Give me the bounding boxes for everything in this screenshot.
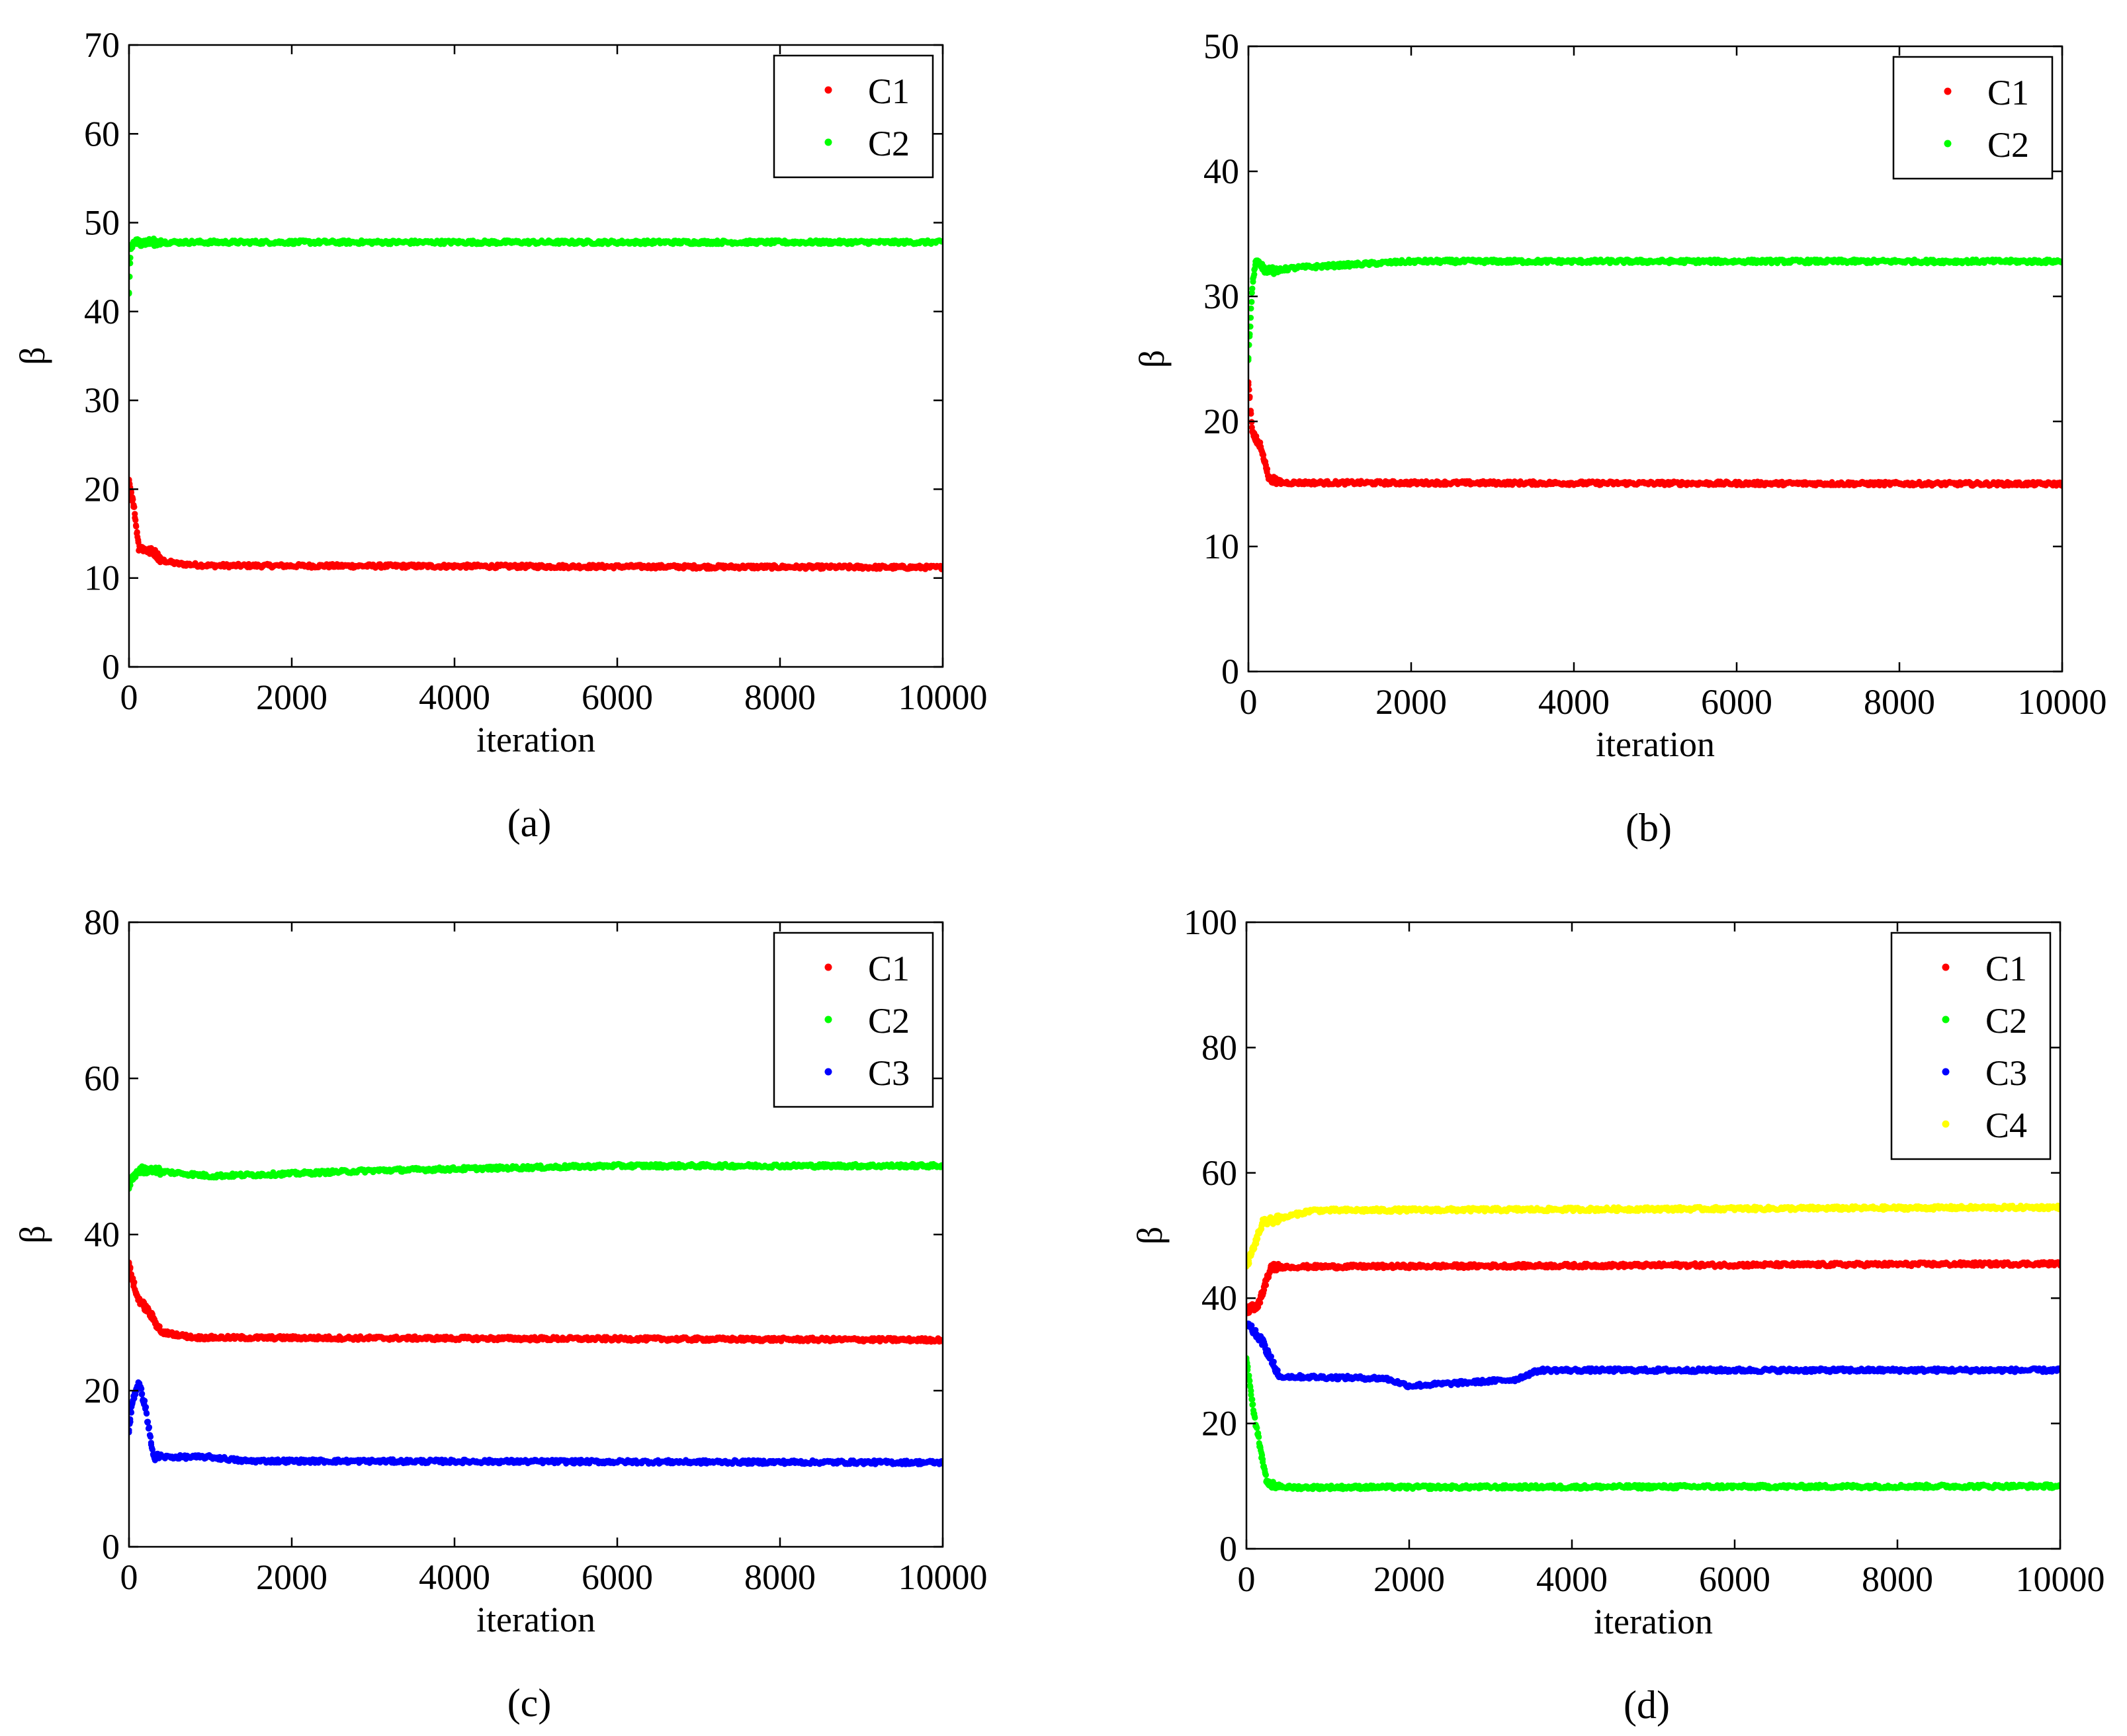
data-point xyxy=(1248,314,1254,321)
panel-caption: (b) xyxy=(1626,806,1672,849)
y-tick-label: 0 xyxy=(102,647,120,687)
data-point xyxy=(157,556,164,562)
data-point xyxy=(1248,331,1253,337)
data-point xyxy=(131,503,138,511)
data-point xyxy=(1262,458,1269,465)
y-tick-label: 30 xyxy=(84,380,120,420)
legend-label: C1 xyxy=(1987,73,2029,112)
data-point xyxy=(129,1182,134,1188)
x-axis-label: iteration xyxy=(1596,724,1715,764)
series-C2 xyxy=(1248,256,2062,363)
x-tick-label: 2000 xyxy=(256,677,327,717)
y-tick-label: 40 xyxy=(84,292,120,331)
data-point xyxy=(1250,273,1257,280)
data-point xyxy=(129,1264,134,1271)
legend-marker xyxy=(1944,140,1952,148)
data-point xyxy=(129,480,133,488)
data-point xyxy=(1264,466,1271,472)
data-point xyxy=(135,537,142,543)
data-point xyxy=(1277,477,1283,484)
data-point xyxy=(1248,324,1254,330)
data-point xyxy=(1249,285,1256,292)
y-axis-label: β xyxy=(1132,350,1172,368)
y-axis-label: β xyxy=(13,347,52,365)
data-point xyxy=(130,496,136,503)
x-tick-label: 10000 xyxy=(2018,682,2107,722)
data-point xyxy=(1277,265,1283,272)
series-C1 xyxy=(129,1259,943,1345)
y-tick-label: 50 xyxy=(84,203,120,243)
legend-label: C1 xyxy=(868,71,910,111)
y-tick-label: 20 xyxy=(1203,402,1239,441)
x-tick-label: 0 xyxy=(120,677,138,717)
panel-caption: (a) xyxy=(507,801,552,845)
data-point xyxy=(1248,341,1252,348)
legend-marker xyxy=(1944,87,1952,95)
y-tick-label: 40 xyxy=(1203,152,1239,191)
series-C2 xyxy=(129,1160,943,1192)
data-point xyxy=(133,523,140,530)
x-axis-label: iteration xyxy=(476,720,595,760)
y-tick-label: 0 xyxy=(1221,652,1239,691)
data-point xyxy=(157,237,164,243)
x-tick-label: 2000 xyxy=(1375,682,1447,722)
chart-panel: 0 2000 4000 6000 8000 10000020406080iteration… xyxy=(13,902,988,1725)
y-tick-label: 10 xyxy=(84,558,120,598)
data-point xyxy=(1248,298,1255,305)
x-tick-label: 4000 xyxy=(1538,682,1610,722)
data-point xyxy=(1248,394,1253,400)
y-tick-label: 10 xyxy=(1203,527,1239,566)
x-tick-label: 10000 xyxy=(898,677,988,717)
data-point xyxy=(152,1319,159,1326)
plot-area xyxy=(129,236,943,572)
y-tick-label: 50 xyxy=(1203,26,1239,66)
y-tick-label: 20 xyxy=(84,469,120,509)
legend-marker xyxy=(824,86,832,94)
x-tick-label: 6000 xyxy=(582,677,653,717)
legend-marker xyxy=(824,138,832,146)
series-C1 xyxy=(1248,379,2062,489)
data-point xyxy=(132,517,139,523)
legend-label: C2 xyxy=(868,124,910,163)
data-point xyxy=(129,255,134,261)
data-point xyxy=(1248,386,1252,393)
plot-area xyxy=(1248,256,2062,489)
legend-label: C2 xyxy=(1987,125,2029,165)
data-point xyxy=(1252,265,1258,272)
x-tick-label: 0 xyxy=(1240,682,1258,722)
legend-box xyxy=(1892,56,2054,180)
data-point xyxy=(156,1323,163,1330)
series-C3 xyxy=(129,1379,943,1467)
legend-box xyxy=(773,54,934,179)
x-tick-label: 8000 xyxy=(744,677,816,717)
series-C1 xyxy=(129,476,943,572)
series-C2 xyxy=(129,236,943,297)
chart-panel: 0 2000 4000 6000 8000 10000 0 10 20 30 40 50 60 70 ite… xyxy=(13,25,988,845)
chart-panel: 0 2000 4000 6000 8000 10000 0 10 20 30 40 50 iterati… xyxy=(1132,26,2107,849)
data-point xyxy=(1248,410,1254,417)
x-tick-label: 4000 xyxy=(419,677,490,717)
axes-frame xyxy=(128,44,944,668)
y-tick-label: 70 xyxy=(84,25,120,65)
data-point xyxy=(131,1279,138,1285)
x-tick-label: 6000 xyxy=(1701,682,1772,722)
data-point xyxy=(157,1329,164,1336)
x-tick-label: 8000 xyxy=(1864,682,1935,722)
data-point xyxy=(129,273,133,280)
axes-frame xyxy=(1247,45,2063,673)
y-tick-label: 60 xyxy=(84,114,120,153)
plot-area xyxy=(129,1160,943,1467)
data-point xyxy=(157,1169,164,1176)
data-point xyxy=(1248,305,1254,312)
y-tick-label: 30 xyxy=(1203,277,1239,316)
data-point xyxy=(1260,452,1267,458)
data-point xyxy=(129,260,134,267)
